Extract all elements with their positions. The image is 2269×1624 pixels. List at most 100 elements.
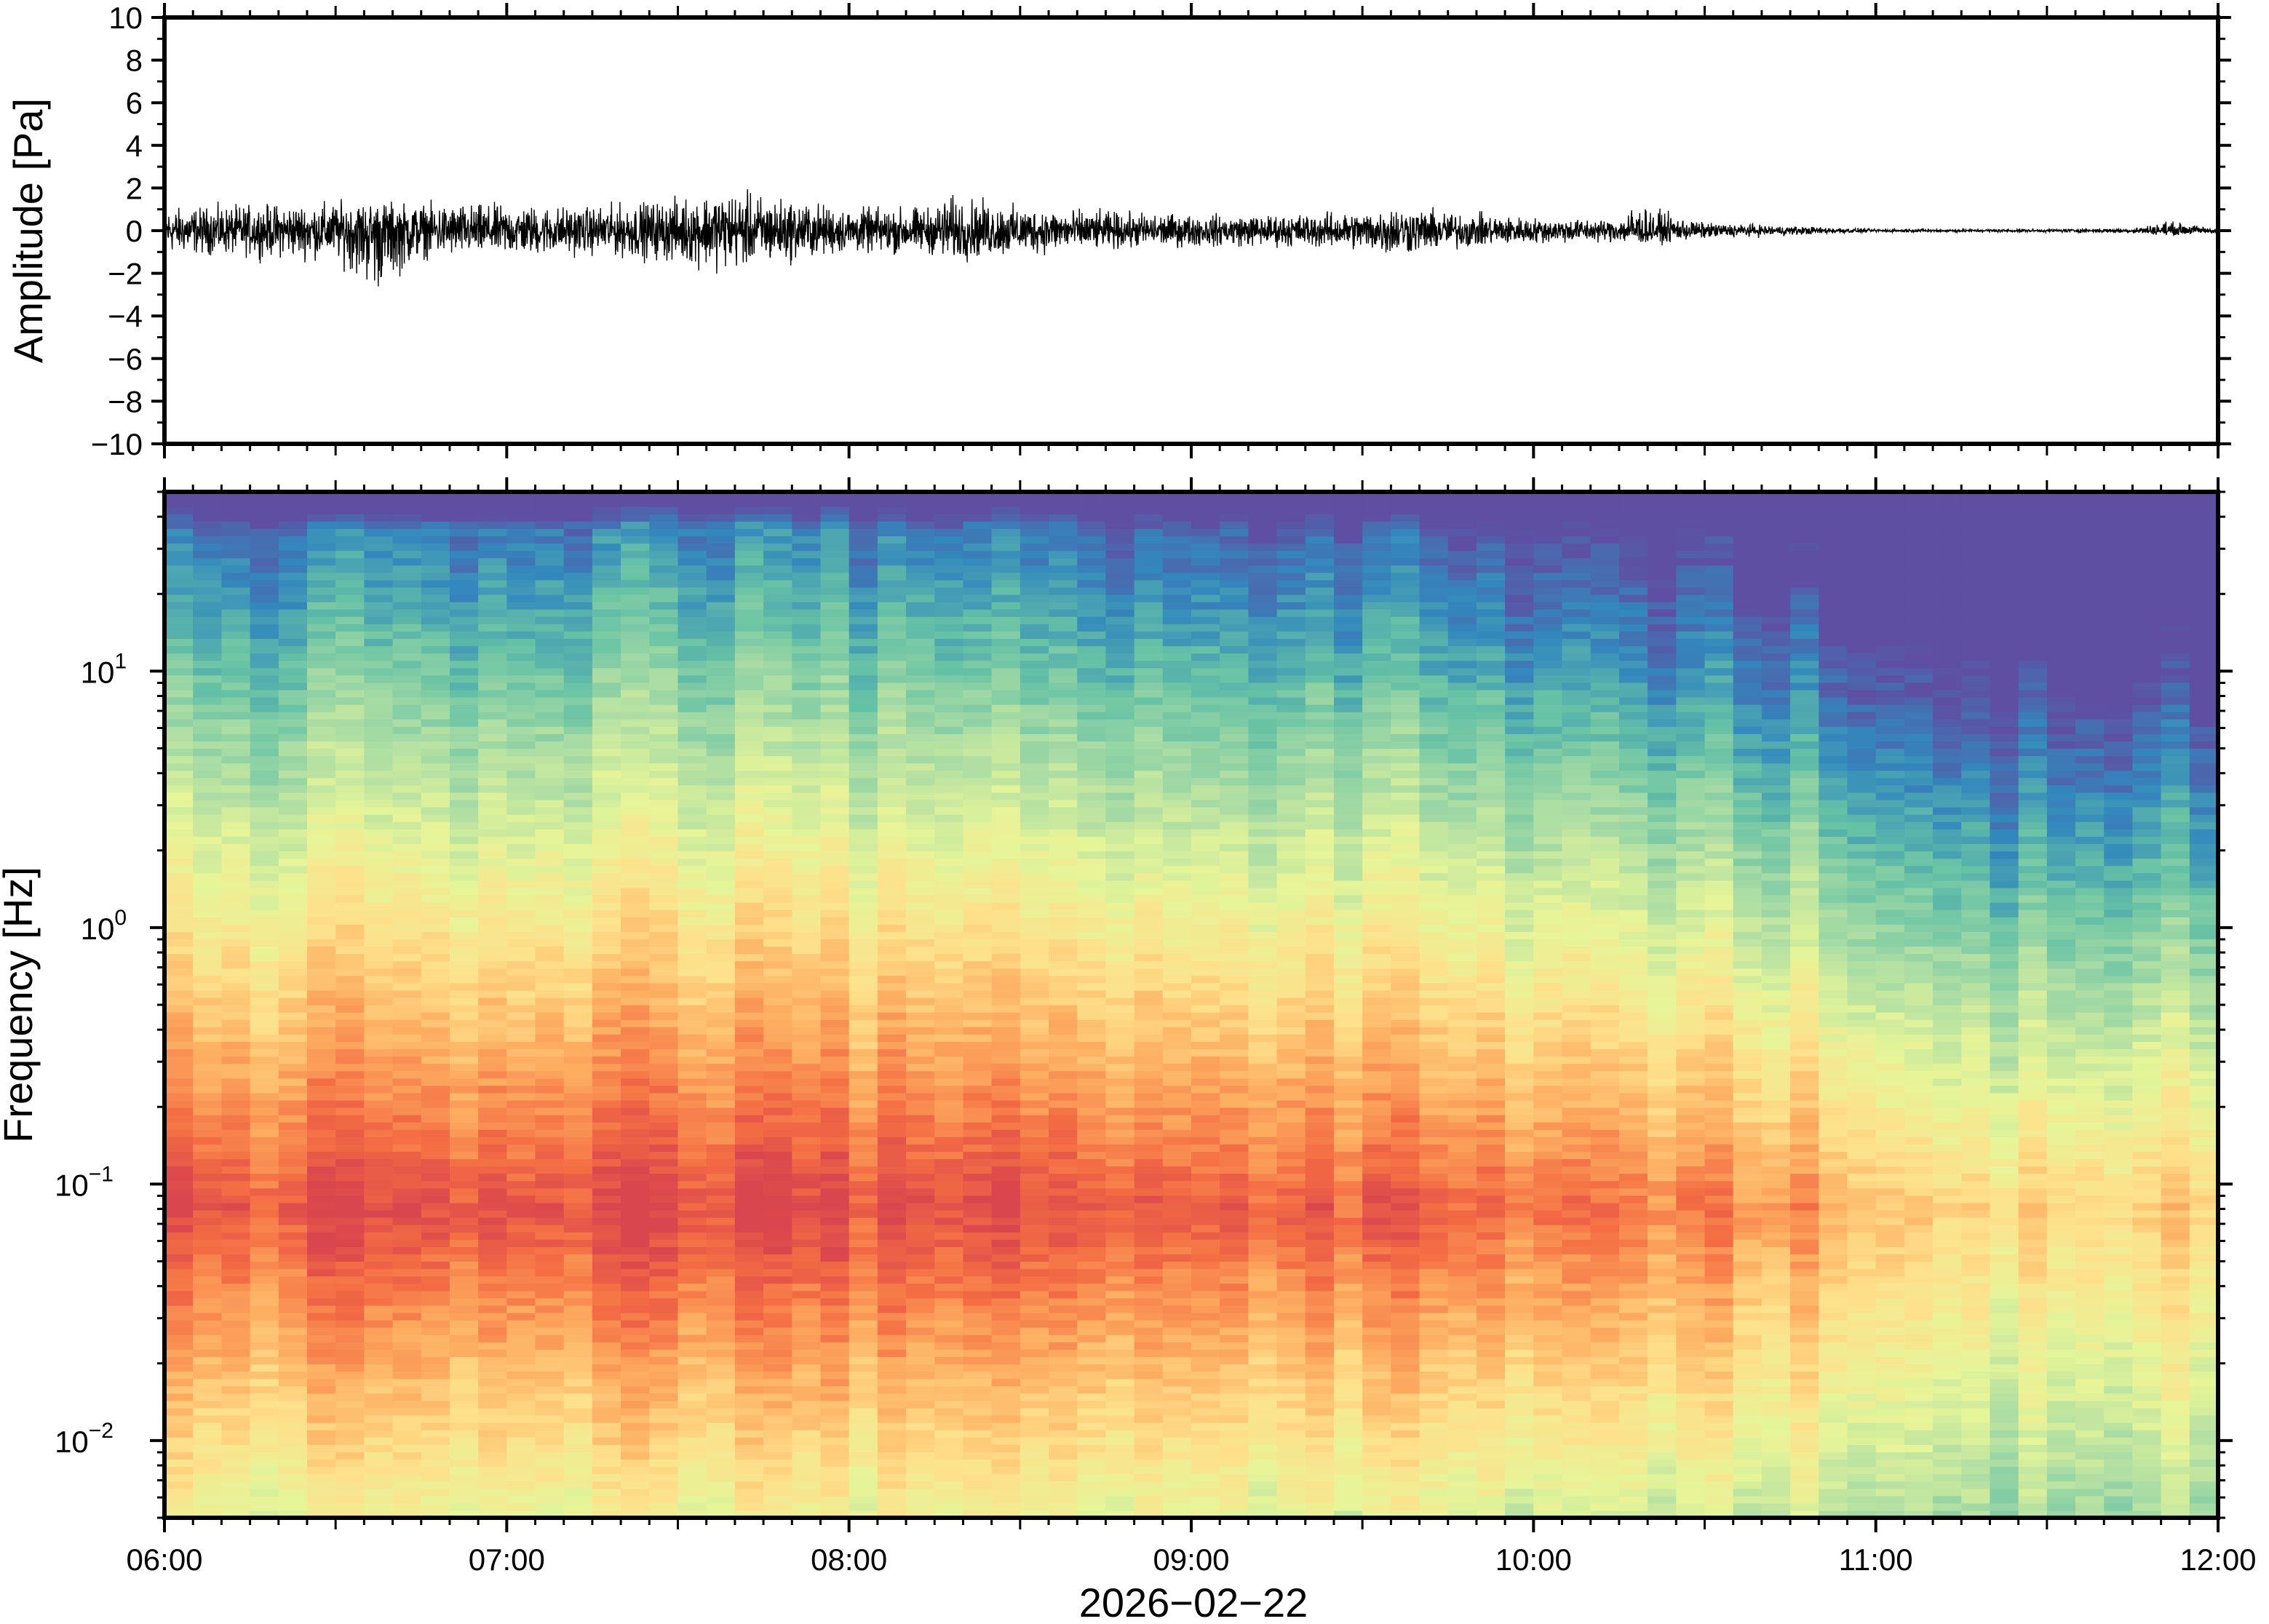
spectrogram-cell xyxy=(449,1466,479,1475)
spectrogram-cell xyxy=(763,968,792,976)
spectrogram-cell xyxy=(934,1364,964,1372)
spectrogram-cell xyxy=(706,660,736,669)
spectrogram-cell xyxy=(792,829,822,837)
spectrogram-cell xyxy=(906,1297,935,1306)
spectrogram-cell xyxy=(963,858,993,867)
spectrogram-cell xyxy=(734,1137,764,1145)
spectrogram-cell xyxy=(1105,865,1135,874)
spectrogram-cell xyxy=(963,1180,993,1189)
spectrogram-cell xyxy=(164,1122,194,1130)
spectrogram-cell xyxy=(991,586,1021,595)
spectrogram-cell xyxy=(991,499,1021,507)
spectrogram-cell xyxy=(364,506,394,514)
spectrogram-cell xyxy=(649,1158,679,1167)
spectrogram-cell xyxy=(335,1158,365,1167)
spectrogram-cell xyxy=(335,1034,365,1042)
spectrogram-cell xyxy=(278,492,308,500)
spectrogram-cell xyxy=(649,638,679,647)
spectrogram-cell xyxy=(250,1232,279,1240)
spectrogram-cell xyxy=(963,997,993,1006)
spectrogram-cell xyxy=(506,1320,536,1328)
spectrogram-cell xyxy=(792,792,822,800)
spectrogram-cell xyxy=(877,726,907,734)
spectrogram-cell xyxy=(706,851,736,859)
spectrogram-cell xyxy=(706,960,736,969)
spectrogram-cell xyxy=(621,1158,650,1167)
spectrogram-cell xyxy=(763,514,792,522)
spectrogram-cell xyxy=(592,1070,621,1079)
spectrogram-cell xyxy=(963,1056,993,1064)
spectrogram-cell xyxy=(392,1313,422,1321)
spectrogram-cell xyxy=(677,894,707,903)
spectrogram-cell xyxy=(250,689,279,698)
spectrogram-cell xyxy=(906,1187,935,1196)
spectrogram-cell xyxy=(364,1297,394,1306)
spectrogram-cell xyxy=(1020,843,1049,852)
spectrogram-cell xyxy=(250,645,279,654)
spectrogram-cell xyxy=(763,565,792,573)
spectrogram-cell xyxy=(991,660,1021,669)
spectrogram-cell xyxy=(763,1393,792,1401)
spectrogram-cell xyxy=(1020,616,1049,624)
spectrogram-cell xyxy=(535,1261,565,1270)
spectrogram-cell xyxy=(364,1129,394,1137)
spectrogram-cell xyxy=(306,1430,336,1438)
spectrogram-cell xyxy=(677,931,707,939)
spectrogram-cell xyxy=(392,1048,422,1057)
spectrogram-cell xyxy=(849,1275,878,1284)
spectrogram-cell xyxy=(849,784,878,793)
spectrogram-cell xyxy=(506,894,536,903)
spectrogram-cell xyxy=(1049,1466,1078,1475)
spectrogram-cell xyxy=(563,924,593,932)
spectrogram-cell xyxy=(1077,1027,1107,1035)
spectrogram-cell xyxy=(763,1510,792,1518)
spectrogram-cell xyxy=(221,1225,251,1233)
spectrogram-cell xyxy=(478,521,507,529)
spectrogram-cell xyxy=(649,499,679,507)
spectrogram-cell xyxy=(734,1085,764,1094)
spectrogram-cell xyxy=(250,1342,279,1350)
spectrogram-cell xyxy=(849,1107,878,1115)
spectrogram-cell xyxy=(278,712,308,720)
spectrogram-cell xyxy=(621,1313,650,1321)
spectrogram-cell xyxy=(734,499,764,507)
spectrogram-cell xyxy=(221,638,251,647)
spectrogram-cell xyxy=(278,755,308,764)
spectrogram-cell xyxy=(849,1495,878,1504)
spectrogram-cell xyxy=(621,631,650,640)
spectrogram-cell xyxy=(934,1144,964,1153)
spectrogram-cell xyxy=(392,1364,422,1372)
spectrogram-cell xyxy=(991,872,1021,881)
spectrogram-cell xyxy=(706,506,736,514)
spectrogram-cell xyxy=(335,829,365,837)
spectrogram-cell xyxy=(963,1107,993,1115)
spectrogram-cell xyxy=(706,1158,736,1167)
spectrogram-cell xyxy=(1020,1122,1049,1130)
spectrogram-cell xyxy=(221,1342,251,1350)
spectrogram-cell xyxy=(1077,1056,1107,1064)
spectrogram-cell xyxy=(1020,1459,1049,1468)
spectrogram-cell xyxy=(763,1327,792,1335)
spectrogram-cell xyxy=(193,1459,222,1468)
spectrogram-cell xyxy=(934,667,964,676)
spectrogram-cell xyxy=(734,1495,764,1504)
spectrogram-cell xyxy=(478,843,507,852)
spectrogram-cell xyxy=(364,1356,394,1365)
spectrogram-cell xyxy=(677,550,707,559)
spectrogram-cell xyxy=(1049,902,1078,910)
spectrogram-cell xyxy=(963,1327,993,1335)
spectrogram-cell xyxy=(906,616,935,624)
spectrogram-cell xyxy=(991,1063,1021,1072)
spectrogram-cell xyxy=(677,1056,707,1064)
spectrogram-cell xyxy=(193,1430,222,1438)
spectrogram-cell xyxy=(934,689,964,698)
spectrogram-cell xyxy=(250,858,279,867)
spectrogram-cell xyxy=(193,586,222,595)
spectrogram-cell xyxy=(677,1027,707,1035)
spectrogram-cell xyxy=(934,1349,964,1358)
spectrogram-cell xyxy=(535,931,565,939)
spectrogram-cell xyxy=(877,1092,907,1101)
waveform-frame xyxy=(162,15,2220,446)
spectrogram-cell xyxy=(563,807,593,815)
spectrogram-cell xyxy=(849,1473,878,1482)
